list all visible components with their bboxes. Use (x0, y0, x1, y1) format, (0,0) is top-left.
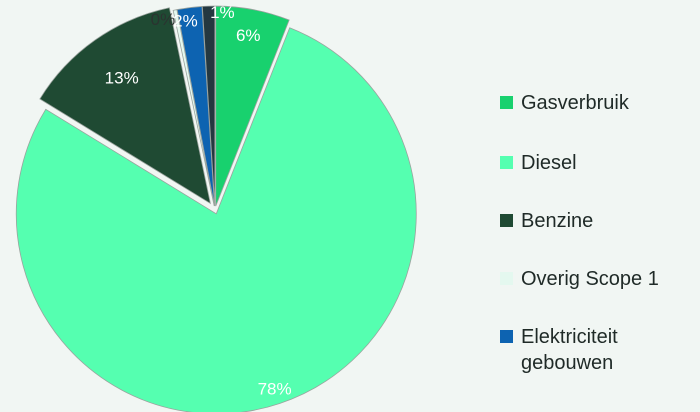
data-label-slice-5: 1% (210, 3, 235, 22)
pie-chart: 6% 78% 13% 0%2% 1% (15, 3, 417, 412)
pie-slice-benzine (39, 7, 211, 205)
legend-swatch-elektriciteit-gebouwen (500, 330, 513, 343)
data-label-overig-scope-1: 0% (151, 10, 176, 29)
data-label-benzine: 13% (105, 69, 139, 88)
legend-swatch-benzine (500, 214, 513, 227)
legend-item-diesel: Diesel (500, 150, 577, 176)
legend-item-elektriciteit-gebouwen: Elektriciteit gebouwen (500, 324, 691, 376)
data-label-diesel: 78% (258, 379, 292, 398)
pie-slice-diesel (15, 27, 417, 412)
legend-swatch-diesel (500, 156, 513, 169)
data-label-elektriciteit-gebouwen: 2% (173, 11, 198, 30)
legend-label-gasverbruik: Gasverbruik (521, 92, 629, 114)
legend-item-overig-scope-1: Overig Scope 1 (500, 266, 659, 292)
pie-slice-slice-5 (201, 5, 216, 207)
legend-label-benzine: Benzine (521, 210, 594, 232)
legend-label-overig-scope-1: Overig Scope 1 (521, 268, 659, 290)
legend-item-benzine: Benzine (500, 208, 593, 234)
legend-item-gasverbruik: Gasverbruik (500, 90, 629, 116)
data-label-gasverbruik: 6% (236, 26, 261, 45)
legend-label-diesel: Diesel (521, 152, 577, 174)
legend-swatch-overig-scope-1 (500, 272, 513, 285)
legend-label-elektriciteit-gebouwen: Elektriciteit gebouwen (521, 326, 618, 374)
pie-slice-gasverbruik (215, 5, 290, 207)
legend-swatch-gasverbruik (500, 96, 513, 109)
